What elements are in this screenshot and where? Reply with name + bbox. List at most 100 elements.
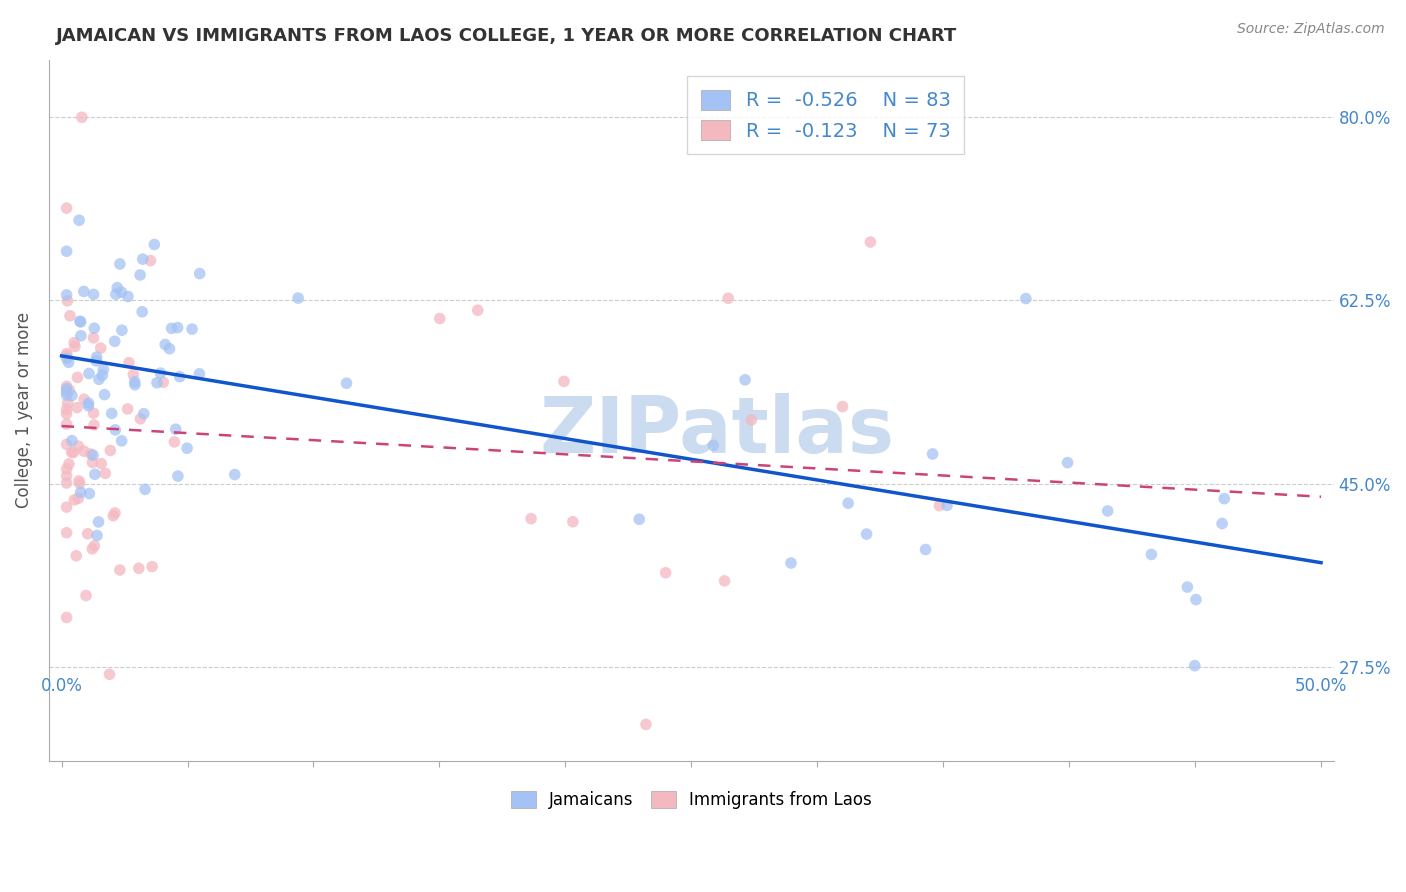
Point (654, 566, 676, 580)
Point (67, 474, 90, 488)
Point (55, 379, 77, 393)
Point (110, 285, 132, 300)
Point (55, 348, 77, 362)
Point (59, 309, 82, 323)
Point (73, 444, 96, 458)
Point (141, 559, 163, 574)
Point (76, 526, 98, 541)
Point (82, 331, 104, 345)
Point (86, 350, 108, 364)
Point (56, 396, 79, 410)
Point (65, 549, 87, 563)
Point (83, 321, 105, 335)
Point (176, 441, 198, 455)
Point (58, 383, 80, 397)
Point (166, 320, 188, 334)
Point (93, 387, 115, 401)
Point (93, 362, 115, 376)
Point (55, 346, 77, 360)
Point (165, 422, 187, 436)
Point (1015, 292, 1038, 306)
Point (1177, 580, 1199, 594)
Point (55, 417, 77, 431)
Point (69, 476, 91, 491)
Point (855, 527, 877, 541)
Point (98, 667, 121, 681)
Point (83, 539, 105, 553)
Point (94, 467, 117, 481)
Point (131, 305, 153, 319)
Point (181, 322, 204, 336)
Point (62, 445, 84, 459)
Point (713, 574, 735, 588)
Point (335, 376, 357, 391)
Point (108, 563, 131, 577)
Point (82, 456, 104, 470)
Point (702, 438, 724, 452)
Point (82, 541, 104, 556)
Point (55, 407, 77, 421)
Text: JAMAICAN VS IMMIGRANTS FROM LAOS COLLEGE, 1 YEAR OR MORE CORRELATION CHART: JAMAICAN VS IMMIGRANTS FROM LAOS COLLEGE… (56, 27, 957, 45)
Point (77, 399, 100, 413)
Point (859, 235, 882, 249)
Point (104, 334, 127, 349)
Point (55, 402, 77, 417)
Point (73, 392, 96, 407)
Point (634, 717, 657, 731)
Point (103, 508, 125, 523)
Point (122, 368, 145, 382)
Point (67, 491, 90, 506)
Point (55, 288, 77, 302)
Point (55, 500, 77, 515)
Point (1211, 516, 1233, 531)
Point (124, 377, 146, 392)
Point (60, 388, 83, 402)
Point (628, 512, 651, 526)
Point (167, 469, 190, 483)
Point (55, 462, 77, 476)
Point (117, 401, 139, 416)
Point (132, 252, 155, 267)
Point (429, 311, 451, 326)
Point (83, 406, 105, 420)
Point (520, 511, 543, 525)
Point (104, 506, 127, 520)
Point (75, 589, 97, 603)
Point (188, 367, 211, 381)
Point (124, 375, 146, 389)
Point (117, 289, 139, 303)
Text: 50.0%: 50.0% (1295, 677, 1347, 695)
Point (914, 542, 936, 557)
Point (70, 110, 93, 124)
Point (104, 423, 127, 437)
Point (224, 467, 246, 482)
Point (1056, 456, 1078, 470)
Point (717, 291, 740, 305)
Point (63, 492, 86, 507)
Point (143, 237, 166, 252)
Text: Source: ZipAtlas.com: Source: ZipAtlas.com (1237, 22, 1385, 37)
Point (152, 376, 174, 390)
Point (831, 400, 853, 414)
Point (60, 445, 83, 459)
Point (108, 257, 131, 271)
Point (129, 412, 152, 426)
Point (55, 475, 77, 490)
Point (1140, 548, 1163, 562)
Point (55, 201, 77, 215)
Point (86, 528, 108, 542)
Point (98, 443, 121, 458)
Point (63, 335, 86, 350)
Point (553, 375, 575, 389)
Point (55, 468, 77, 483)
Point (55, 351, 77, 366)
Text: 0.0%: 0.0% (41, 677, 83, 695)
Point (163, 434, 186, 449)
Point (55, 384, 77, 399)
Point (169, 369, 191, 384)
Point (69, 485, 91, 500)
Point (73, 285, 96, 299)
Point (87, 515, 110, 529)
Point (69, 314, 91, 328)
Point (83, 417, 105, 432)
